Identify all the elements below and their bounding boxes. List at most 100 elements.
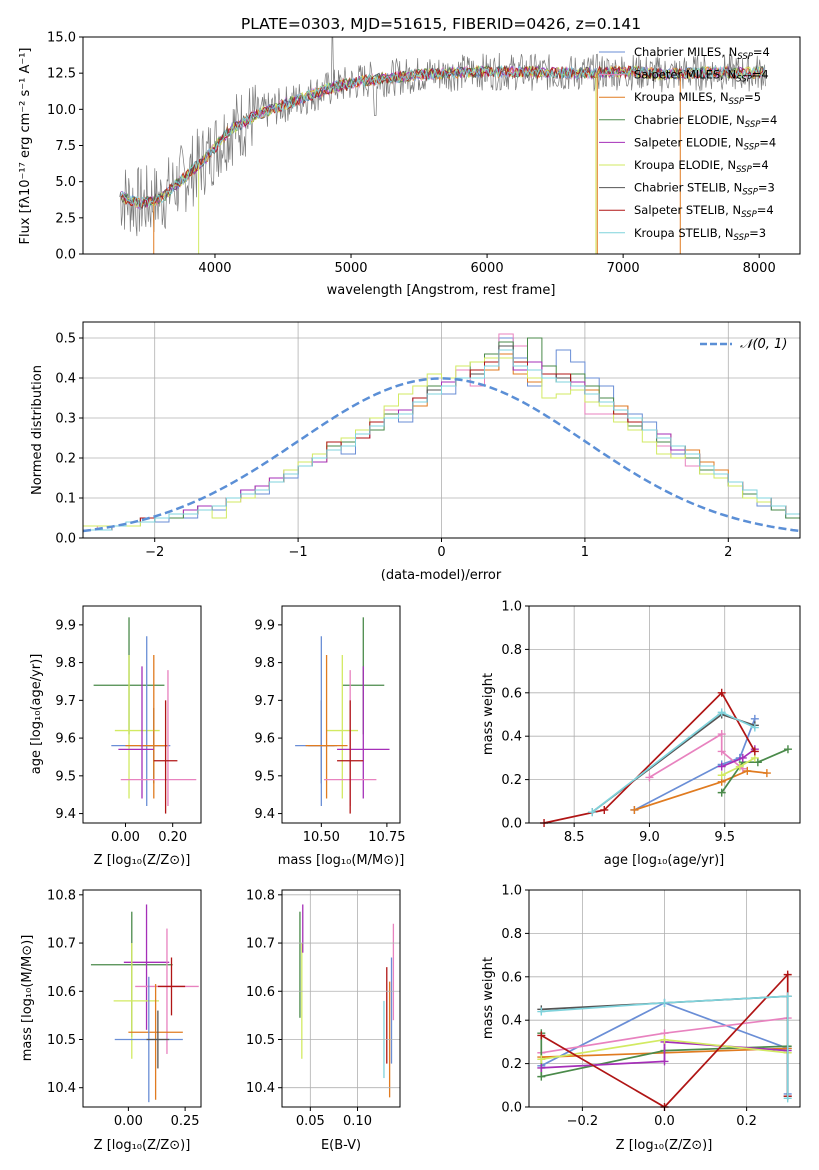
spectrum-ytick-label: 7.5 — [55, 139, 76, 154]
mass-vs-ebv-ytick-label: 10.5 — [246, 1033, 275, 1048]
weight-marker-salpeter-miles — [717, 747, 726, 756]
weight-marker-salpeter-miles — [717, 730, 726, 739]
spectrum-ylabel: Flux [fλ10⁻¹⁷ erg cm⁻² s⁻¹ A⁻¹] — [18, 48, 33, 245]
mass-vs-metallicity-ylabel: mass [log₁₀(M/M⊙)] — [20, 935, 35, 1062]
weight-marker-kroupa-elodie — [735, 762, 744, 771]
weight-vs-metallicity-ytick-label: 0.0 — [501, 1101, 522, 1116]
residual-ytick-label: 0.3 — [55, 412, 76, 427]
weight-marker-salpeter-elodie — [738, 753, 747, 762]
weight-vs-age-ylabel: mass weight — [481, 673, 496, 755]
age-vs-metallicity-xtick-label: 0.20 — [158, 830, 187, 845]
spectrum-xtick-label: 8000 — [743, 261, 776, 276]
legend-entry-subscript: SSP — [744, 142, 760, 152]
weight-vs-age-grid — [529, 605, 800, 824]
legend-entry-subscript: SSP — [741, 210, 757, 220]
age-vs-metallicity-ytick-label: 9.9 — [55, 618, 76, 633]
weight-vs-metallicity-xlabel: Z [log₁₀(Z/Z⊙)] — [616, 1138, 713, 1153]
mass-vs-ebv-ytick-label: 10.7 — [246, 937, 275, 952]
legend-entry-name: Chabrier ELODIE, N — [634, 113, 745, 127]
age-vs-metallicity-ytick-label: 9.6 — [55, 732, 76, 747]
weight-marker-kroupa-stelib — [660, 998, 669, 1007]
weight-vs-metallicity-ytick-label: 0.8 — [501, 927, 522, 942]
age-vs-mass-frame — [281, 605, 401, 824]
mass-vs-ebv-panel: 0.05 0.10 10.4 10.5 10.6 10.7 10.8 E(B-V) — [246, 888, 401, 1153]
legend-entry-name: Salpeter MILES, N — [634, 68, 736, 82]
gaussian-reference-curve — [82, 377, 801, 533]
residual-ytick-label: 0.2 — [55, 452, 76, 467]
age-vs-mass-xtick-label: 10.75 — [368, 830, 405, 845]
weight-line-salpeter-miles — [648, 732, 744, 779]
legend-entry-subscript: SSP — [742, 188, 758, 198]
weight-marker-chabrier-elodie — [717, 788, 726, 797]
weight-vs-age-ytick-label: 0.0 — [501, 817, 522, 832]
legend-entry-count: =4 — [757, 203, 774, 217]
weight-line-chabrier-elodie — [540, 1033, 788, 1078]
mass-vs-ebv-xlabel: E(B-V) — [321, 1138, 361, 1153]
model-spectrum-kroupa-stelib — [120, 64, 765, 210]
mass-vs-ebv-ytick-label: 10.8 — [246, 888, 275, 903]
mass-vs-metallicity-panel: 0.00 0.25 10.4 10.5 10.6 10.7 10.8 Z [log₁₀(Z/… — [20, 888, 202, 1153]
mass-vs-metallicity-frame — [82, 889, 202, 1108]
age-vs-metallicity-panel: 0.00 0.20 9.4 9.5 9.6 9.7 9.8 9.9 Z [log₁₀(Z/Z⊙… — [29, 605, 202, 868]
legend-entry-count: =5 — [744, 90, 761, 104]
weight-vs-age-ytick-label: 1.0 — [501, 600, 522, 615]
weight-marker-chabrier-elodie — [783, 745, 792, 754]
weight-vs-metallicity-xtick-label: −0.2 — [567, 1114, 599, 1129]
age-vs-metallicity-ytick-label: 9.8 — [55, 656, 76, 671]
mass-vs-metallicity-xtick-label: 0.25 — [171, 1114, 200, 1129]
weight-vs-age-data — [540, 688, 792, 827]
spectrum-data — [119, 36, 766, 254]
weight-vs-age-ytick-label: 0.4 — [501, 730, 522, 745]
legend-entry-subscript: SSP — [745, 120, 761, 130]
mass-vs-ebv-frame — [281, 889, 401, 1108]
spectrum-xtick-label: 6000 — [471, 261, 504, 276]
weight-vs-metallicity-xtick-label: 0.0 — [654, 1114, 675, 1129]
age-vs-mass-xtick-label: 10.50 — [303, 830, 340, 845]
spectrum-ytick-label: 5.0 — [55, 175, 76, 190]
legend-entry-kroupa-miles: Kroupa MILES, NSSP=5 — [634, 90, 761, 107]
spectrum-ytick-label: 2.5 — [55, 211, 76, 226]
weight-vs-age-ytick-label: 0.8 — [501, 643, 522, 658]
spectrum-title: PLATE=0303, MJD=51615, FIBERID=0426, z=0… — [241, 15, 641, 33]
weight-vs-age-xlabel: age [log₁₀(age/yr)] — [604, 853, 725, 868]
mass-vs-metallicity-ytick-label: 10.5 — [47, 1033, 76, 1048]
weight-vs-age-ytick-label: 0.2 — [501, 773, 522, 788]
spectrum-ytick-label: 0.0 — [55, 248, 76, 263]
mass-vs-metallicity-ytick-label: 10.8 — [47, 888, 76, 903]
weight-vs-metallicity-ytick-label: 0.4 — [501, 1014, 522, 1029]
weight-vs-metallicity-panel: −0.2 0.0 0.2 0.0 0.2 0.4 0.6 0.8 1.0 Z [log₁₀(Z/… — [481, 884, 801, 1153]
weight-vs-metallicity-ylabel: mass weight — [481, 957, 496, 1039]
mass-vs-metallicity-ytick-label: 10.6 — [47, 985, 76, 1000]
weight-marker-salpeter-stelib — [717, 688, 726, 697]
weight-line-kroupa-miles — [634, 770, 767, 811]
legend-entry-count: =3 — [758, 181, 775, 195]
legend-entry-name: Kroupa STELIB, N — [634, 226, 734, 240]
legend-entry-name: Kroupa MILES, N — [634, 90, 729, 104]
residual-ytick-label: 0.1 — [55, 492, 76, 507]
age-vs-mass-ytick-label: 9.5 — [254, 769, 275, 784]
residual-xtick-label: 2 — [724, 545, 732, 560]
weight-line-kroupa-stelib — [541, 995, 789, 1099]
weight-vs-age-ticks: 8.5 9.0 9.5 0.0 0.2 0.4 0.6 0.8 1.0 — [501, 600, 735, 846]
age-vs-mass-panel: 10.50 10.75 9.4 9.5 9.6 9.7 9.8 9.9 mass [log₁₀… — [254, 605, 405, 868]
legend-entry-chabrier-stelib: Chabrier STELIB, NSSP=3 — [634, 181, 775, 198]
legend-entry-name: Kroupa ELODIE, N — [634, 158, 736, 172]
weight-vs-metallicity-ytick-label: 0.2 — [501, 1057, 522, 1072]
legend-entry-kroupa-stelib: Kroupa STELIB, NSSP=3 — [634, 226, 766, 243]
residual-xtick-label: 0 — [437, 545, 445, 560]
legend-entry-count: =4 — [759, 135, 776, 149]
mass-vs-ebv-xtick-label: 0.05 — [296, 1114, 325, 1129]
age-vs-metallicity-xtick-label: 0.00 — [111, 830, 140, 845]
residual-histogram-panel: −2 −1 0 1 2 0.0 0.1 0.2 0.3 0.4 0.5 (data-model)/e… — [30, 321, 801, 583]
legend-entry-name: Chabrier STELIB, N — [634, 181, 742, 195]
gaussian-legend-label: 𝒩(0, 1) — [740, 337, 787, 352]
spectrum-xtick-label: 4000 — [198, 261, 231, 276]
age-vs-metallicity-ytick-label: 9.5 — [55, 769, 76, 784]
weight-marker-kroupa-stelib — [588, 808, 597, 817]
weight-vs-age-panel: 8.5 9.0 9.5 0.0 0.2 0.4 0.6 0.8 1.0 age [log₁₀(a… — [481, 600, 801, 868]
legend-entry-subscript: SSP — [734, 233, 750, 243]
legend-entry-count: =4 — [753, 45, 770, 59]
legend-entry-name: Salpeter ELODIE, N — [634, 135, 744, 149]
histogram-kroupa-elodie — [83, 357, 800, 527]
